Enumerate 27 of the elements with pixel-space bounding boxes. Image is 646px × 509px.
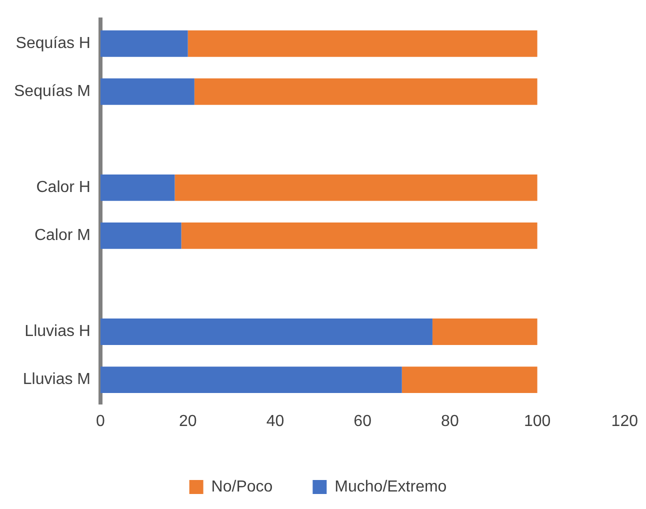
x-tick-label: 20 (178, 412, 197, 430)
y-tick-label: Sequías M (14, 83, 90, 100)
bar (174, 174, 538, 201)
bar (100, 174, 175, 201)
bar (194, 78, 538, 105)
bar (100, 222, 182, 249)
y-tick-label: Lluvias M (22, 371, 90, 388)
bar (181, 222, 538, 249)
legend-label: Mucho/Extremo (334, 478, 447, 496)
bar (100, 318, 432, 345)
x-tick-label: 120 (611, 412, 638, 430)
bar (188, 30, 538, 57)
x-tick-label: 60 (354, 412, 372, 430)
y-tick-label: Calor M (34, 227, 90, 244)
x-tick-label: 40 (266, 412, 284, 430)
x-tick-label: 80 (441, 412, 459, 430)
legend-label: No/Poco (211, 478, 273, 496)
x-tick-label: 0 (96, 412, 106, 430)
y-tick-label: Calor H (36, 179, 90, 196)
x-tick-label: 100 (524, 412, 551, 430)
bar (100, 30, 188, 57)
y-tick-label: Sequías H (16, 35, 90, 52)
bar (100, 78, 194, 105)
bar (402, 366, 538, 393)
y-tick-label: Lluvias H (24, 323, 90, 340)
bar (100, 366, 402, 393)
bar (432, 318, 538, 345)
